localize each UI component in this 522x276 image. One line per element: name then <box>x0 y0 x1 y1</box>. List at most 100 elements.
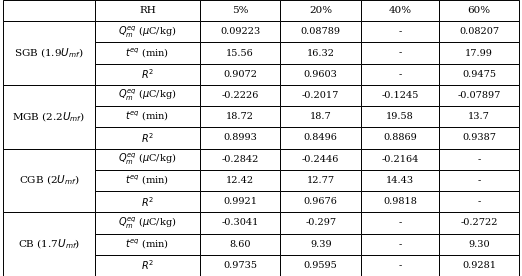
Bar <box>280 191 361 212</box>
Bar <box>95 233 200 255</box>
Bar <box>95 64 200 85</box>
Text: 0.9818: 0.9818 <box>383 197 417 206</box>
Text: 0.9387: 0.9387 <box>462 134 496 142</box>
Bar <box>95 21 200 43</box>
Text: 19.58: 19.58 <box>386 112 414 121</box>
Text: $R^2$: $R^2$ <box>141 131 154 145</box>
Text: 18.72: 18.72 <box>226 112 254 121</box>
Bar <box>200 233 280 255</box>
Bar <box>95 43 200 64</box>
Bar <box>361 148 438 170</box>
Bar <box>438 212 519 233</box>
Text: 9.30: 9.30 <box>468 240 490 249</box>
Text: 0.9072: 0.9072 <box>223 70 257 79</box>
Bar <box>280 255 361 276</box>
Text: CB (1.7$U_{mf}$): CB (1.7$U_{mf}$) <box>18 237 80 251</box>
Text: -: - <box>398 218 401 227</box>
Bar <box>361 85 438 106</box>
Text: MGB (2.2$U_{mf}$): MGB (2.2$U_{mf}$) <box>13 110 86 124</box>
Text: -0.2446: -0.2446 <box>302 155 339 164</box>
Bar <box>438 233 519 255</box>
Text: -: - <box>478 176 481 185</box>
Text: 18.7: 18.7 <box>310 112 331 121</box>
Bar <box>438 106 519 128</box>
Bar <box>200 128 280 148</box>
Text: $R^2$: $R^2$ <box>141 67 154 81</box>
Text: -: - <box>398 49 401 58</box>
Text: $t^{eq}$ (min): $t^{eq}$ (min) <box>125 46 170 60</box>
Bar <box>438 21 519 43</box>
Text: 0.9281: 0.9281 <box>462 261 496 270</box>
Bar <box>95 0 200 21</box>
Bar <box>438 64 519 85</box>
Bar <box>280 148 361 170</box>
Text: -0.2842: -0.2842 <box>221 155 259 164</box>
Bar <box>280 233 361 255</box>
Text: 12.42: 12.42 <box>226 176 254 185</box>
Text: -0.2226: -0.2226 <box>221 91 259 100</box>
Text: CGB (2$U_{mf}$): CGB (2$U_{mf}$) <box>19 174 79 187</box>
Bar <box>361 170 438 191</box>
Bar <box>361 106 438 128</box>
Bar <box>95 128 200 148</box>
Text: 8.60: 8.60 <box>229 240 251 249</box>
Bar <box>361 212 438 233</box>
Bar <box>200 148 280 170</box>
Text: -0.3041: -0.3041 <box>221 218 259 227</box>
Text: 0.9603: 0.9603 <box>304 70 338 79</box>
Bar <box>3 148 95 212</box>
Text: $R^2$: $R^2$ <box>141 259 154 272</box>
Text: -: - <box>398 261 401 270</box>
Bar <box>200 170 280 191</box>
Bar <box>200 21 280 43</box>
Text: 13.7: 13.7 <box>468 112 490 121</box>
Bar <box>438 0 519 21</box>
Text: 0.09223: 0.09223 <box>220 27 260 36</box>
Text: $Q_m^{eq}$ ($\mu$C/kg): $Q_m^{eq}$ ($\mu$C/kg) <box>118 152 177 167</box>
Text: 17.99: 17.99 <box>465 49 493 58</box>
Bar <box>3 212 95 276</box>
Bar <box>361 0 438 21</box>
Text: 0.08207: 0.08207 <box>459 27 499 36</box>
Bar <box>280 43 361 64</box>
Bar <box>280 128 361 148</box>
Text: -0.2164: -0.2164 <box>381 155 419 164</box>
Text: 0.8993: 0.8993 <box>223 134 257 142</box>
Text: $Q_m^{eq}$ ($\mu$C/kg): $Q_m^{eq}$ ($\mu$C/kg) <box>118 215 177 231</box>
Text: -0.2722: -0.2722 <box>460 218 498 227</box>
Text: -: - <box>478 197 481 206</box>
Text: 0.8869: 0.8869 <box>383 134 417 142</box>
Text: $t^{eq}$ (min): $t^{eq}$ (min) <box>125 237 170 251</box>
Bar <box>438 128 519 148</box>
Text: RH: RH <box>139 6 156 15</box>
Bar <box>280 64 361 85</box>
Text: -0.2017: -0.2017 <box>302 91 339 100</box>
Text: 20%: 20% <box>309 6 333 15</box>
Text: $t^{eq}$ (min): $t^{eq}$ (min) <box>125 110 170 123</box>
Text: 0.08789: 0.08789 <box>301 27 341 36</box>
Text: 60%: 60% <box>468 6 491 15</box>
Bar <box>280 21 361 43</box>
Bar <box>280 85 361 106</box>
Text: SGB (1.9$U_{mf}$): SGB (1.9$U_{mf}$) <box>14 46 84 60</box>
Text: 0.9475: 0.9475 <box>462 70 496 79</box>
Text: 40%: 40% <box>388 6 411 15</box>
Bar <box>361 128 438 148</box>
Bar <box>438 43 519 64</box>
Bar <box>200 43 280 64</box>
Bar <box>200 106 280 128</box>
Bar <box>95 148 200 170</box>
Bar <box>3 21 95 85</box>
Bar <box>361 64 438 85</box>
Text: 0.9735: 0.9735 <box>223 261 257 270</box>
Text: 12.77: 12.77 <box>307 176 335 185</box>
Bar <box>200 212 280 233</box>
Bar <box>200 64 280 85</box>
Text: $R^2$: $R^2$ <box>141 195 154 209</box>
Bar <box>280 212 361 233</box>
Bar <box>438 85 519 106</box>
Bar <box>3 85 95 148</box>
Bar <box>200 0 280 21</box>
Bar <box>361 233 438 255</box>
Bar <box>200 85 280 106</box>
